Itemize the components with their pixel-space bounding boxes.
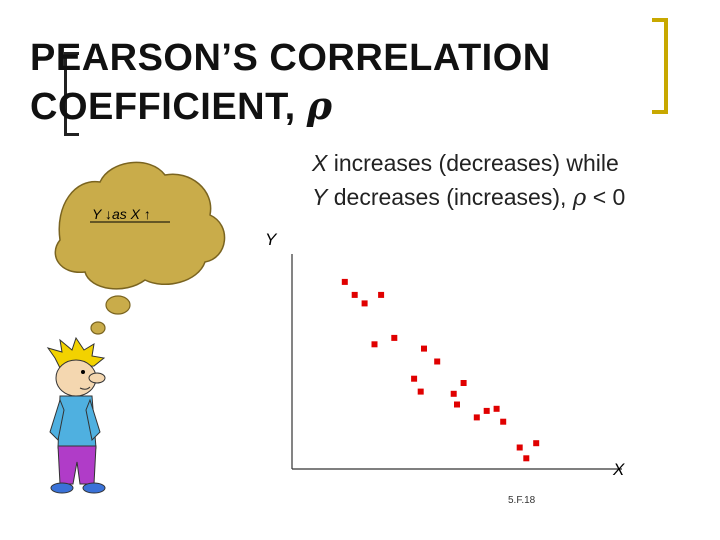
- scatter-point-4: [378, 291, 385, 298]
- scatter-point-17: [500, 418, 507, 425]
- character-nose: [88, 372, 106, 384]
- thought-bubble-small: [90, 321, 106, 335]
- subtitle-x-variable: X: [312, 150, 328, 176]
- title-rho-symbol: ρ: [306, 83, 333, 128]
- thought-cloud: [54, 161, 226, 335]
- scatter-points: [341, 278, 540, 462]
- title-line-1: PEARSON’S CORRELATION: [30, 37, 551, 79]
- scatter-point-1: [341, 278, 348, 285]
- scatter-point-9: [411, 375, 418, 382]
- scatter-point-18: [516, 444, 523, 451]
- thought-bubble-large: [105, 295, 131, 315]
- slide-subtitle: X increases (decreases) while Y decrease…: [312, 146, 625, 215]
- thought-text: Y ↓as X ↑: [92, 206, 151, 222]
- subtitle-relation: < 0: [586, 184, 626, 210]
- scatter-chart: [291, 254, 622, 470]
- scatter-point-12: [450, 390, 457, 397]
- character-pants: [57, 445, 97, 485]
- character-mouth: [79, 386, 91, 390]
- character-shoe-left: [50, 482, 74, 494]
- scatter-point-16: [473, 414, 480, 421]
- thought-cloud-shape: [54, 161, 226, 290]
- scatter-point-19: [533, 440, 540, 447]
- scatter-point-5: [371, 341, 378, 348]
- right-bracket-decoration: [652, 18, 668, 114]
- scatter-point-20: [523, 455, 530, 462]
- subtitle-line-1: increases (decreases) while: [327, 150, 619, 176]
- scatter-point-3: [361, 300, 368, 307]
- character-shoe-right: [82, 482, 106, 494]
- scatter-point-6: [391, 334, 398, 341]
- scatter-point-13: [454, 401, 460, 408]
- scatter-point-10: [417, 388, 424, 395]
- subtitle-rho-symbol: ρ: [572, 185, 587, 211]
- cartoon-character: [46, 336, 106, 494]
- scatter-point-7: [434, 358, 441, 365]
- slide-title: PEARSON’S CORRELATION COEFFICIENT, ρ: [30, 34, 551, 131]
- scatter-point-2: [351, 291, 358, 298]
- character-arm-right: [85, 398, 101, 442]
- character-arm-left: [49, 398, 65, 442]
- scatter-point-11: [460, 380, 467, 386]
- slide-number: 5.F.18: [508, 495, 536, 506]
- subtitle-y-variable: Y: [312, 184, 328, 210]
- left-bracket-decoration: [64, 52, 79, 136]
- character-hair: [46, 336, 106, 369]
- scatter-point-14: [483, 407, 490, 414]
- y-axis-label: Y: [265, 230, 277, 249]
- character-eye: [81, 370, 85, 374]
- title-line-2: COEFFICIENT,: [30, 86, 307, 128]
- x-axis-label: X: [613, 460, 625, 479]
- scatter-point-8: [421, 345, 427, 352]
- subtitle-line-2: decreases (increases),: [327, 184, 573, 210]
- scatter-point-15: [493, 405, 500, 412]
